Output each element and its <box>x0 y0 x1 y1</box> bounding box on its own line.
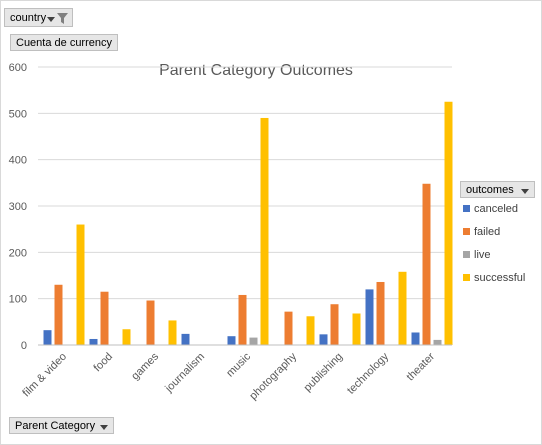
bar-successful[interactable] <box>76 224 85 345</box>
legend-item-failed[interactable]: failed <box>463 225 525 248</box>
legend-swatch <box>463 205 470 212</box>
x-tick-label: theater <box>404 350 437 383</box>
legend-swatch <box>463 228 470 235</box>
y-tick-label: 0 <box>21 340 27 352</box>
chevron-down-icon <box>100 425 109 430</box>
chart-legend: canceled failed live successful <box>463 202 525 294</box>
country-filter-label: country <box>10 12 47 24</box>
bar-canceled[interactable] <box>89 338 98 345</box>
bar-failed[interactable] <box>284 311 293 345</box>
x-tick-label: music <box>224 350 253 379</box>
bar-failed[interactable] <box>422 183 431 345</box>
x-tick-label: games <box>129 350 161 382</box>
legend-label: successful <box>474 272 526 284</box>
bar-failed[interactable] <box>54 284 63 345</box>
legend-swatch <box>463 251 470 258</box>
value-field-button[interactable]: Cuenta de currency <box>10 34 118 51</box>
bar-canceled[interactable] <box>181 333 190 345</box>
bar-canceled[interactable] <box>365 289 374 345</box>
legend-label: live <box>474 249 491 261</box>
country-filter-button[interactable]: country <box>4 8 74 27</box>
legend-item-successful[interactable]: successful <box>463 271 525 294</box>
bar-successful[interactable] <box>306 316 315 345</box>
legend-label: failed <box>474 226 501 238</box>
bar-canceled[interactable] <box>319 334 328 345</box>
y-tick-label: 200 <box>9 247 27 259</box>
outcomes-legend-field-button[interactable]: outcomes <box>460 181 535 198</box>
bar-failed[interactable] <box>100 291 109 345</box>
chart-title: Parent Category Outcomes <box>159 62 353 79</box>
x-tick-label: food <box>91 351 115 375</box>
legend-item-live[interactable]: live <box>463 248 525 271</box>
bar-successful[interactable] <box>122 329 131 345</box>
y-tick-label: 400 <box>9 155 27 167</box>
legend-label: canceled <box>474 203 519 215</box>
value-field-label: Cuenta de currency <box>16 37 112 49</box>
bar-canceled[interactable] <box>227 336 236 345</box>
x-tick-label: photography <box>247 350 299 402</box>
bar-live[interactable] <box>433 339 442 345</box>
bar-failed[interactable] <box>238 294 247 345</box>
y-tick-label: 500 <box>9 108 27 120</box>
legend-swatch <box>463 274 470 281</box>
bar-successful[interactable] <box>398 271 407 345</box>
parent-category-axis-button[interactable]: Parent Category <box>9 417 115 434</box>
bar-failed[interactable] <box>330 304 339 345</box>
bar-canceled[interactable] <box>43 330 52 345</box>
chevron-down-icon <box>520 189 529 194</box>
outcomes-field-label: outcomes <box>466 184 514 196</box>
y-tick-label: 100 <box>9 294 27 306</box>
y-tick-label: 600 <box>9 62 27 74</box>
filter-funnel-icon <box>57 13 69 24</box>
bar-canceled[interactable] <box>411 332 420 345</box>
bar-failed[interactable] <box>376 281 385 345</box>
x-tick-label: technology <box>345 350 391 396</box>
y-tick-label: 300 <box>9 201 27 213</box>
bar-successful[interactable] <box>260 117 269 345</box>
x-tick-label: journalism <box>162 351 207 396</box>
bar-successful[interactable] <box>444 101 453 345</box>
x-tick-label: publishing <box>302 351 346 395</box>
bar-live[interactable] <box>249 337 258 345</box>
bar-successful[interactable] <box>168 320 177 345</box>
x-tick-label: film & video <box>20 351 69 400</box>
bar-successful[interactable] <box>352 313 361 345</box>
bar-failed[interactable] <box>146 300 155 345</box>
chevron-down-icon <box>47 17 56 22</box>
parent-category-field-label: Parent Category <box>15 420 96 432</box>
legend-item-canceled[interactable]: canceled <box>463 202 525 225</box>
